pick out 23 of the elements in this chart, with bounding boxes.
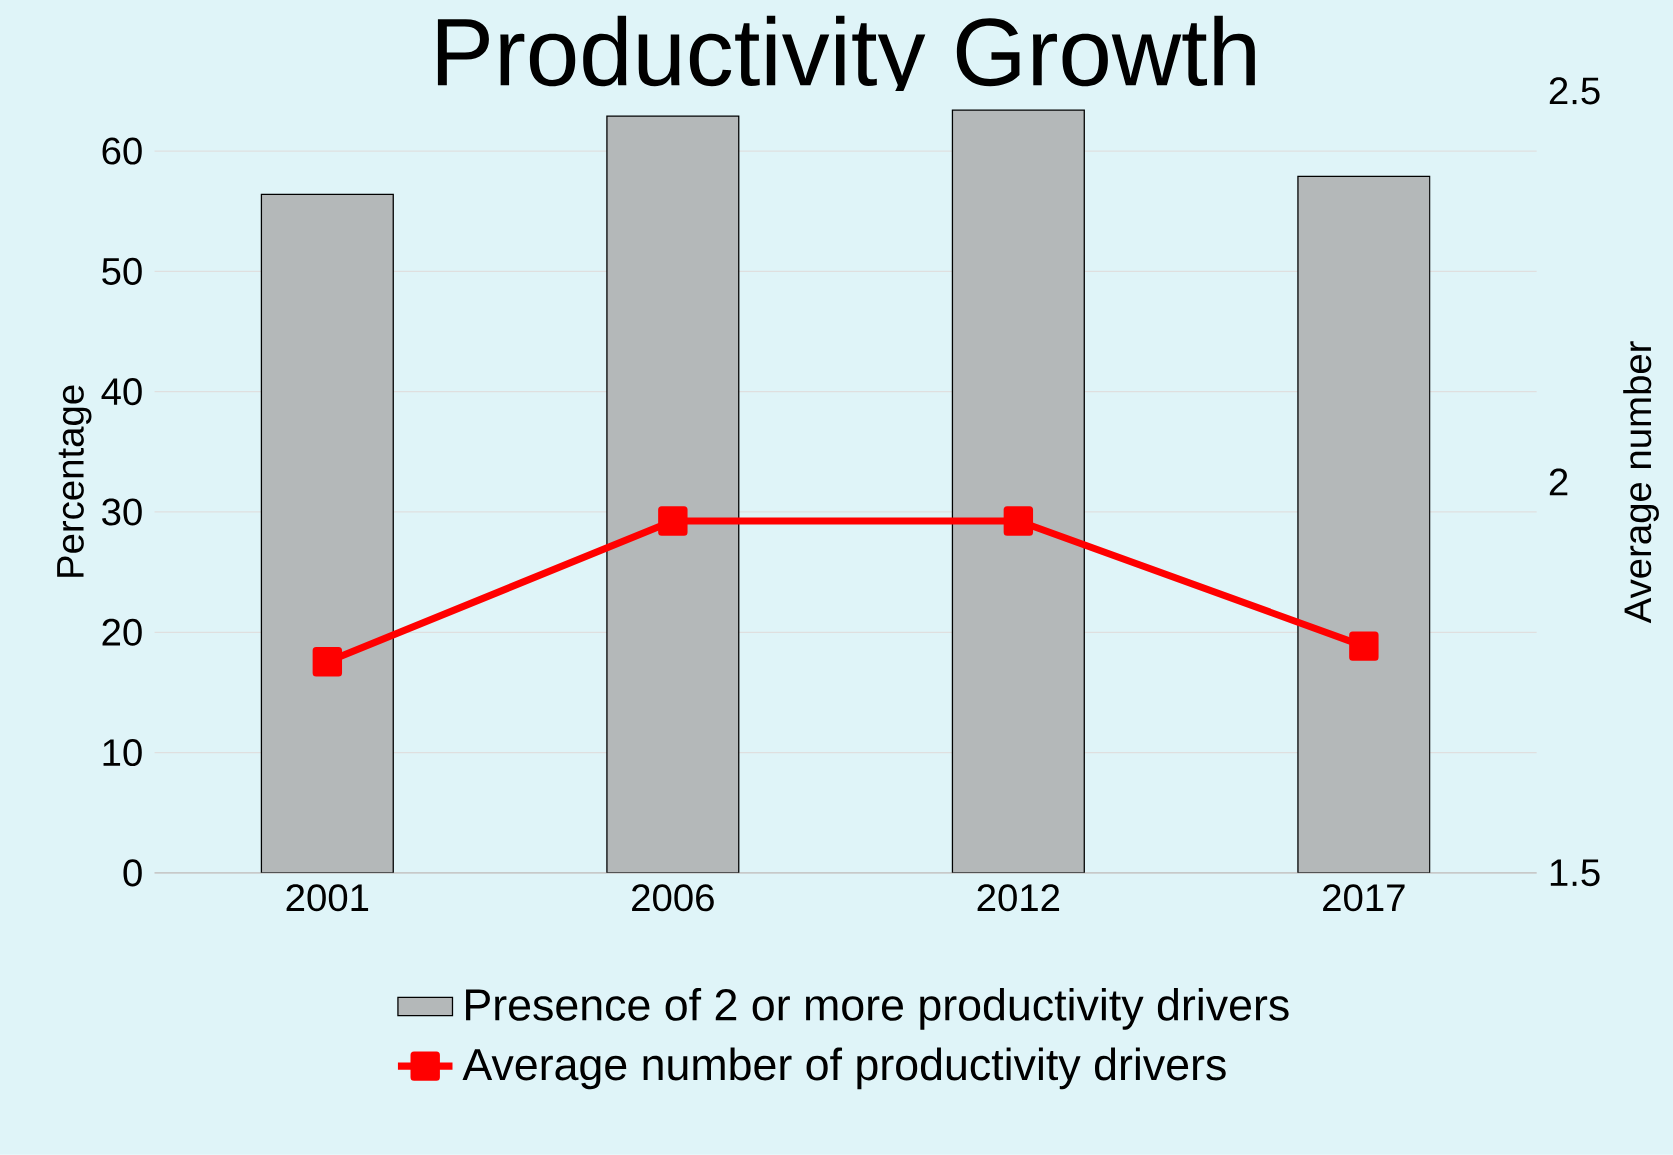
y-tick-label: 20 (102, 618, 142, 646)
x-tick-label: 2001 (286, 884, 369, 912)
point (658, 506, 688, 536)
point (1349, 631, 1379, 661)
y2-tick-label: 2 (1549, 468, 1568, 496)
chart-title: Productivity Growth (437, 15, 1255, 106)
y-tick-label: 0 (123, 859, 142, 887)
y2-tick-label: 2.5 (1549, 77, 1600, 105)
legend-label: Average number of productivity drivers (462, 1047, 1226, 1090)
y-axis-title: Percentage (57, 385, 92, 577)
y-tick-label: 40 (101, 378, 142, 406)
x-tick-label: 2017 (1323, 884, 1405, 912)
y-tick-label: 30 (102, 498, 142, 526)
x-tick-label: 2012 (977, 884, 1060, 912)
y2-axis-title: Average number (1623, 341, 1659, 624)
point (1003, 506, 1034, 536)
legend-label: Presence of 2 or more productivity drivers (466, 988, 1289, 1030)
y2-tick-label: 1.5 (1550, 859, 1600, 887)
y-tick-label: 50 (102, 257, 142, 286)
x-tick-label: 2006 (632, 884, 714, 912)
point (312, 647, 343, 677)
y-tick-label: 60 (102, 137, 142, 165)
y-tick-label: 10 (103, 739, 142, 767)
